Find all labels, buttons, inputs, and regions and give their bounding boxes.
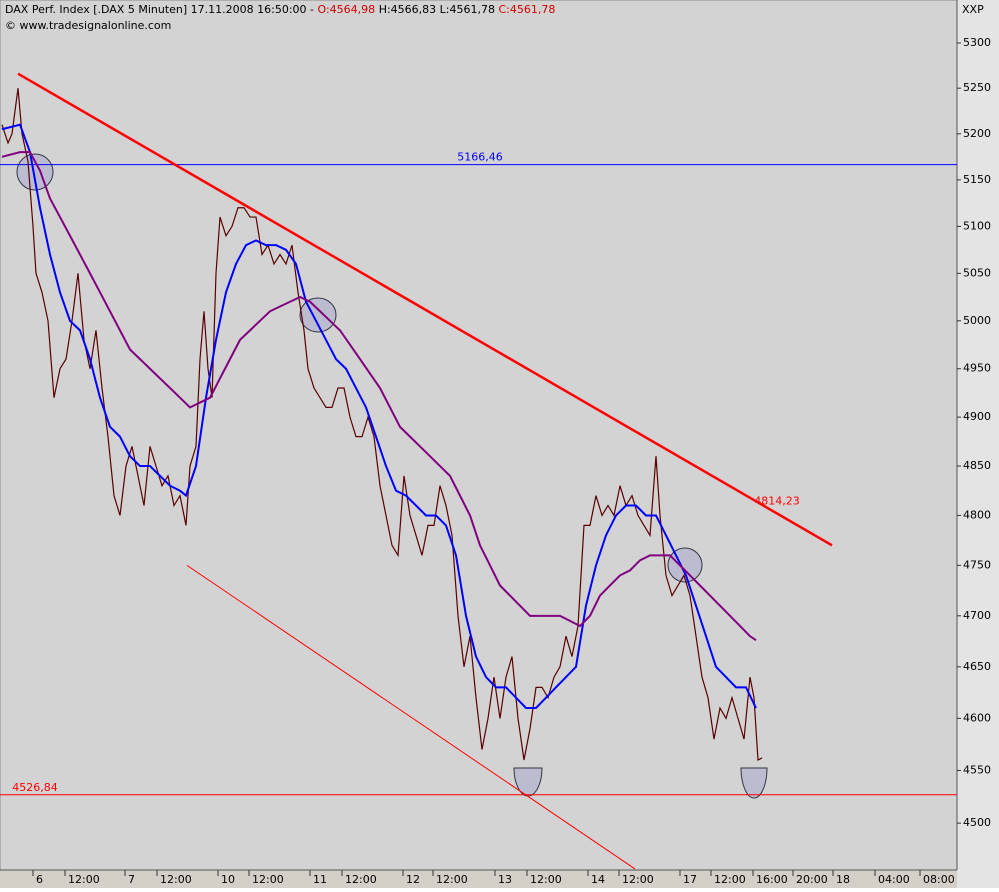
- y-tick-label: 4550: [963, 763, 991, 776]
- circle-marker: [740, 767, 768, 799]
- x-tick-label: 12:00: [345, 873, 377, 886]
- x-tick-label: 12:00: [714, 873, 746, 886]
- y-axis-panel: [957, 0, 999, 888]
- x-tick-label: 16:00: [756, 873, 788, 886]
- x-tick-label: 10: [221, 873, 235, 886]
- plot-area: [0, 0, 958, 871]
- source: © www.tradesignalonline.com: [5, 19, 171, 32]
- y-tick-label: 4800: [963, 508, 991, 521]
- series-line: [1, 151, 757, 642]
- y-tick-label: 5300: [963, 36, 991, 49]
- y-tick-label: 4700: [963, 609, 991, 622]
- x-tick-label: 12:00: [160, 873, 192, 886]
- x-tick-label: 12:00: [530, 873, 562, 886]
- x-tick-label: 12:00: [68, 873, 100, 886]
- axis-label: XXP: [962, 3, 984, 16]
- y-tick-label: 4600: [963, 711, 991, 724]
- circle-marker: [299, 297, 337, 333]
- y-tick-label: 4850: [963, 459, 991, 472]
- series-line: [1, 123, 757, 710]
- x-tick-label: 14: [591, 873, 605, 886]
- x-tick-label: 11: [313, 873, 327, 886]
- x-tick-label: 6: [36, 873, 43, 886]
- trend-line: [186, 564, 636, 870]
- y-tick-label: 4650: [963, 660, 991, 673]
- chart-header: DAX Perf. Index [.DAX 5 Minuten] 17.11.2…: [5, 3, 555, 16]
- y-tick-label: 5000: [963, 314, 991, 327]
- y-tick-label: 5100: [963, 219, 991, 232]
- y-tick-label: 5150: [963, 173, 991, 186]
- y-tick-label: 5050: [963, 266, 991, 279]
- series-line: [1, 88, 763, 761]
- annotation: 4814,23: [754, 494, 800, 507]
- horizontal-line-label: 4526,84: [12, 781, 58, 794]
- x-tick-label: 20:00: [796, 873, 828, 886]
- x-tick-label: 13: [498, 873, 512, 886]
- y-tick-label: 4750: [963, 558, 991, 571]
- horizontal-line-label: 5166,46: [457, 151, 503, 164]
- high: H:4566,83: [379, 3, 436, 16]
- close: C:4561,78: [498, 3, 555, 16]
- x-tick-label: 12:00: [252, 873, 284, 886]
- x-tick-label: 12: [406, 873, 420, 886]
- y-tick-label: 4900: [963, 410, 991, 423]
- x-tick-label: 17: [683, 873, 697, 886]
- symbol: DAX Perf. Index [.DAX 5 Minuten] 17.11.2…: [5, 3, 314, 16]
- x-tick-label: 08:00: [923, 873, 955, 886]
- y-tick-label: 5200: [963, 127, 991, 140]
- x-tick-label: 12:00: [622, 873, 654, 886]
- marker-circles: [16, 153, 768, 799]
- x-tick-label: 18: [836, 873, 850, 886]
- low: L:4561,78: [440, 3, 495, 16]
- y-tick-label: 4500: [963, 816, 991, 829]
- trend-line: [17, 72, 833, 547]
- circle-marker: [513, 767, 543, 797]
- x-tick-label: 04:00: [878, 873, 910, 886]
- x-tick-label: 12:00: [436, 873, 468, 886]
- open: O:4564,98: [318, 3, 376, 16]
- x-tick-label: 7: [128, 873, 135, 886]
- y-tick-label: 4950: [963, 362, 991, 375]
- y-tick-label: 5250: [963, 81, 991, 94]
